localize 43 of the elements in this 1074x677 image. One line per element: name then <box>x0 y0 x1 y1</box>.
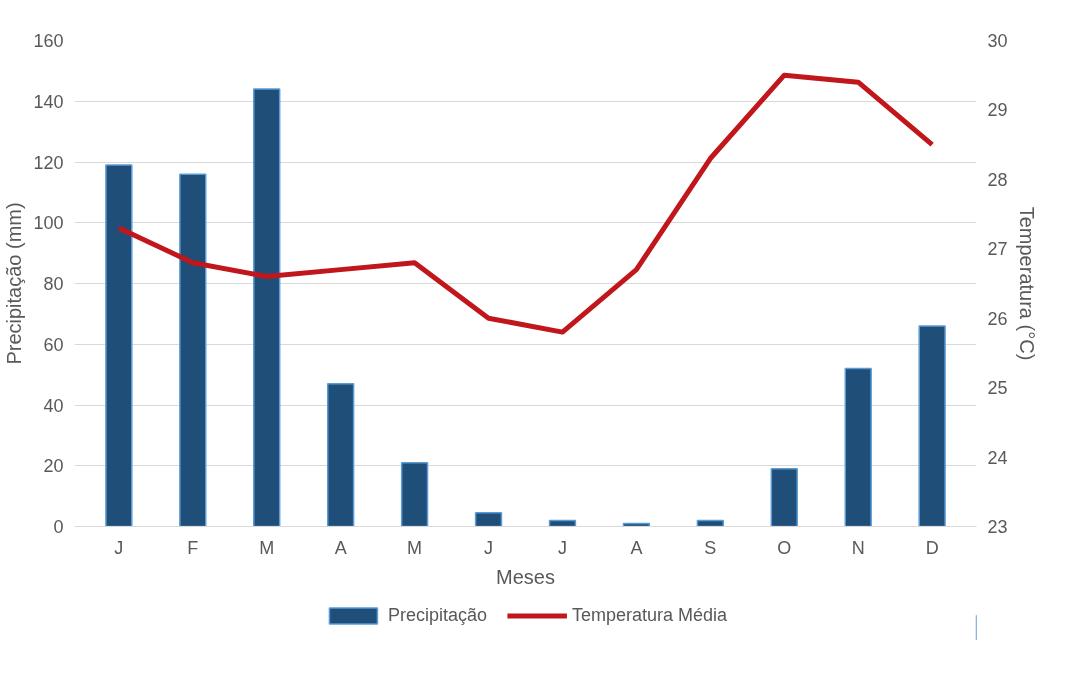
y2-tick-label: 24 <box>987 447 1008 468</box>
bar <box>105 164 133 527</box>
y-tick-label: 80 <box>43 274 64 294</box>
bar <box>400 461 429 527</box>
bar <box>918 325 946 527</box>
bar <box>326 382 355 527</box>
y-tick-label: 0 <box>53 517 64 537</box>
y2-tick-label: 25 <box>987 378 1008 399</box>
y-tick-label: 60 <box>43 334 64 355</box>
y-tick-label: 160 <box>33 31 64 51</box>
legend-label: Temperatura Média <box>571 604 728 626</box>
legend-label: Precipitação <box>387 604 487 626</box>
x-tick-label: J <box>484 537 494 558</box>
x-axis-title: Meses <box>496 565 555 588</box>
y2-axis-title: Temperatura (°C) <box>1015 206 1038 361</box>
y2-tick-label: 29 <box>987 100 1008 121</box>
x-tick-label: D <box>925 537 939 558</box>
y2-tick-label: 26 <box>987 308 1008 329</box>
bar <box>179 173 207 527</box>
x-tick-label: S <box>704 537 717 558</box>
x-tick-label: J <box>557 537 567 558</box>
bar <box>844 367 872 527</box>
x-tick-label: N <box>851 537 865 558</box>
y-axis-title: Precipitação (mm) <box>3 202 26 365</box>
y2-tick-label: 23 <box>987 517 1008 537</box>
bar <box>770 468 798 527</box>
x-tick-label: A <box>630 537 643 558</box>
y-tick-label: 140 <box>33 91 64 112</box>
x-tick-label: A <box>334 537 347 558</box>
y-tick-label: 100 <box>33 213 64 234</box>
x-tick-label: M <box>407 537 423 558</box>
y2-tick-label: 28 <box>987 169 1008 190</box>
y2-tick-label: 27 <box>987 239 1008 260</box>
y-tick-label: 40 <box>43 395 64 416</box>
y-tick-label: 120 <box>33 152 64 173</box>
bar <box>474 512 503 527</box>
x-tick-label: J <box>114 537 124 558</box>
y-tick-label: 20 <box>43 456 64 477</box>
x-tick-label: M <box>259 537 275 558</box>
bar <box>253 88 281 527</box>
y2-tick-label: 30 <box>987 31 1008 51</box>
x-tick-label: O <box>777 537 792 558</box>
x-tick-label: F <box>187 537 199 558</box>
